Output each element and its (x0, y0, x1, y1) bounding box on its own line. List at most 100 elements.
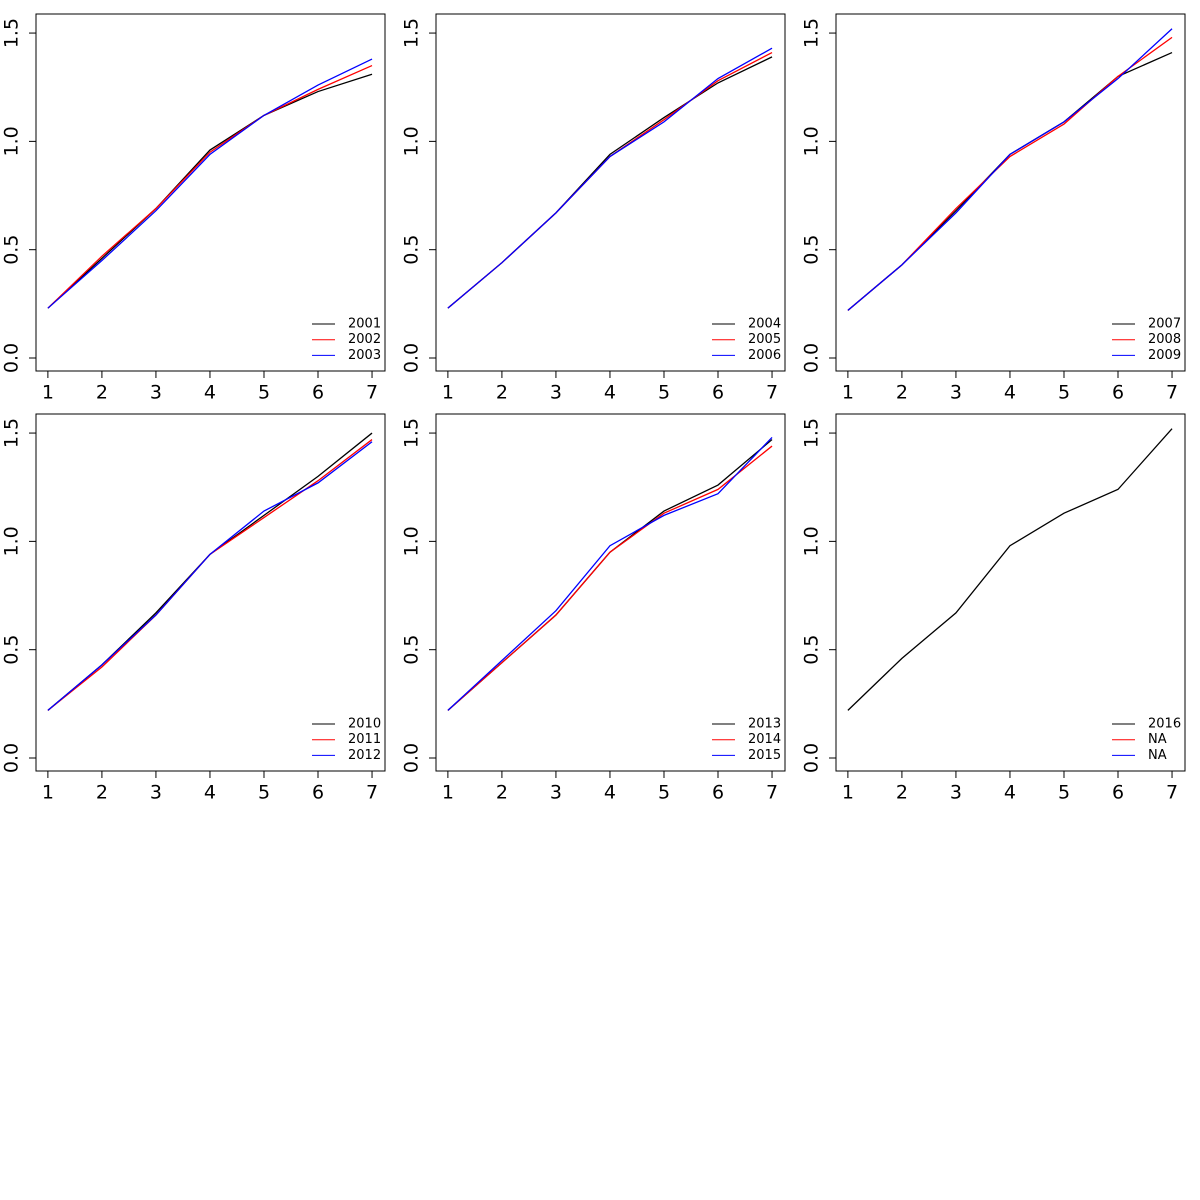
x-tick-label: 3 (550, 382, 562, 404)
series-line (47, 73, 373, 309)
legend-label: NA (1148, 732, 1167, 747)
x-tick-label: 4 (1004, 782, 1016, 804)
x-tick-label: 1 (442, 382, 454, 404)
y-tick-label: 1.5 (1, 18, 23, 48)
x-tick-label: 7 (366, 782, 378, 804)
legend-label: 2005 (748, 332, 781, 347)
legend-label: 2011 (348, 732, 381, 747)
legend-label: 2003 (348, 348, 381, 363)
x-tick-label: 3 (150, 382, 162, 404)
x-tick-label: 5 (258, 782, 270, 804)
x-tick-label: 6 (1112, 782, 1124, 804)
y-tick-label: 0.5 (801, 635, 823, 665)
x-tick-label: 3 (950, 382, 962, 404)
x-tick-label: 1 (42, 382, 54, 404)
x-tick-label: 5 (1058, 782, 1070, 804)
x-tick-label: 1 (842, 782, 854, 804)
y-tick-label: 0.5 (401, 635, 423, 665)
x-tick-label: 6 (1112, 382, 1124, 404)
series-line (47, 441, 373, 711)
y-tick-label: 1.5 (1, 418, 23, 448)
x-tick-label: 5 (658, 782, 670, 804)
y-tick-label: 1.5 (801, 18, 823, 48)
x-tick-label: 7 (766, 382, 778, 404)
legend-label: 2004 (748, 317, 781, 332)
x-tick-label: 5 (658, 382, 670, 404)
y-tick-label: 0.0 (401, 343, 423, 373)
series-line (847, 28, 1173, 311)
y-tick-label: 1.0 (801, 526, 823, 556)
legend-label: 2007 (1148, 317, 1181, 332)
series-line (47, 58, 373, 309)
legend-label: 2012 (348, 748, 381, 763)
series-line (847, 428, 1173, 711)
legend-label: 2013 (748, 717, 781, 732)
x-tick-label: 2 (96, 382, 108, 404)
legend-label: 2014 (748, 732, 781, 747)
x-tick-label: 3 (150, 782, 162, 804)
y-tick-label: 1.0 (1, 526, 23, 556)
x-tick-label: 2 (96, 782, 108, 804)
x-tick-label: 4 (1004, 382, 1016, 404)
series-line (447, 436, 773, 711)
x-tick-label: 4 (204, 782, 216, 804)
x-tick-label: 3 (950, 782, 962, 804)
y-tick-label: 1.0 (401, 526, 423, 556)
legend-label: NA (1148, 748, 1167, 763)
y-tick-label: 0.5 (401, 235, 423, 265)
x-tick-label: 1 (42, 782, 54, 804)
x-tick-label: 5 (258, 382, 270, 404)
y-tick-label: 0.5 (1, 635, 23, 665)
x-tick-label: 3 (550, 782, 562, 804)
series-line (447, 445, 773, 711)
x-tick-label: 1 (442, 782, 454, 804)
y-tick-label: 0.0 (801, 343, 823, 373)
series-line (47, 64, 373, 309)
y-tick-label: 0.0 (1, 343, 23, 373)
y-tick-label: 0.0 (401, 743, 423, 773)
legend-label: 2010 (348, 717, 381, 732)
x-tick-label: 7 (1166, 782, 1178, 804)
x-tick-label: 2 (496, 382, 508, 404)
legend-label: 2009 (1148, 348, 1181, 363)
x-tick-label: 7 (766, 782, 778, 804)
y-tick-label: 1.5 (801, 418, 823, 448)
legend-label: 2016 (1148, 717, 1181, 732)
x-tick-label: 4 (204, 382, 216, 404)
legend-label: 2015 (748, 748, 781, 763)
x-tick-label: 1 (842, 382, 854, 404)
y-tick-label: 1.0 (1, 126, 23, 156)
x-tick-label: 5 (1058, 382, 1070, 404)
x-tick-label: 2 (896, 782, 908, 804)
x-tick-label: 6 (712, 382, 724, 404)
y-tick-label: 1.0 (401, 126, 423, 156)
y-tick-label: 0.0 (801, 743, 823, 773)
legend-label: 2002 (348, 332, 381, 347)
x-tick-label: 2 (896, 382, 908, 404)
series-line (447, 47, 773, 309)
y-tick-label: 1.0 (801, 126, 823, 156)
x-tick-label: 4 (604, 782, 616, 804)
y-tick-label: 0.0 (1, 743, 23, 773)
y-tick-label: 0.5 (1, 235, 23, 265)
x-tick-label: 7 (366, 382, 378, 404)
x-tick-label: 4 (604, 382, 616, 404)
x-tick-label: 6 (712, 782, 724, 804)
y-tick-label: 1.5 (401, 418, 423, 448)
legend-label: 2001 (348, 317, 381, 332)
x-tick-label: 6 (312, 782, 324, 804)
y-tick-label: 1.5 (401, 18, 423, 48)
legend-label: 2008 (1148, 332, 1181, 347)
x-tick-label: 2 (496, 782, 508, 804)
y-tick-label: 0.5 (801, 235, 823, 265)
x-tick-label: 6 (312, 382, 324, 404)
x-tick-label: 7 (1166, 382, 1178, 404)
legend-label: 2006 (748, 348, 781, 363)
